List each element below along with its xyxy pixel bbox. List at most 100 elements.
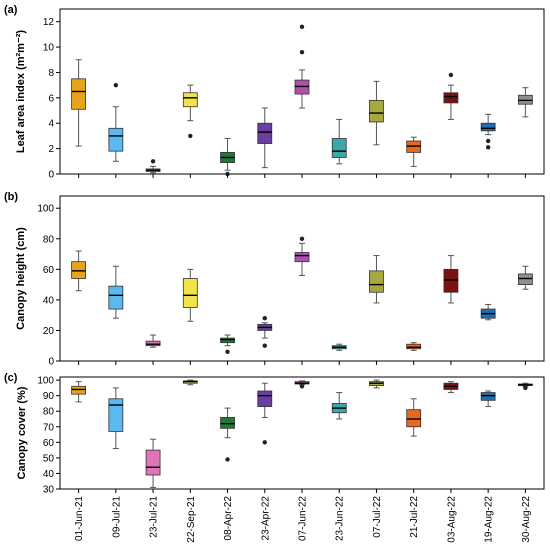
box-iqr xyxy=(71,261,87,279)
box-03-Aug-22 xyxy=(443,72,459,120)
box-23-Apr-22 xyxy=(257,382,273,445)
box-08-Apr-22 xyxy=(220,407,235,462)
x-tick-label: 03-Aug-22 xyxy=(446,496,457,543)
x-tick-label: 23-Jul-21 xyxy=(149,496,160,538)
y-tick-label: 50 xyxy=(43,453,55,464)
y-tick-label: 0 xyxy=(48,170,54,181)
box-23-Jul-21 xyxy=(145,159,161,174)
box-03-Aug-22 xyxy=(443,255,459,304)
box-21-Jul-22 xyxy=(406,342,422,351)
y-tick-label: 12 xyxy=(43,17,55,28)
box-01-Jun-21 xyxy=(71,381,87,403)
box-22-Sep-21 xyxy=(182,84,198,139)
y-tick-label: 60 xyxy=(43,265,55,276)
box-iqr xyxy=(257,390,273,407)
box-iqr xyxy=(294,252,310,263)
outlier-point xyxy=(262,343,267,348)
box-01-Jun-21 xyxy=(71,59,87,147)
panel-frame xyxy=(59,195,545,362)
outlier-point xyxy=(299,24,305,29)
box-iqr xyxy=(145,449,161,476)
box-iqr xyxy=(480,122,496,132)
y-tick-label: 80 xyxy=(43,407,55,418)
x-tick-label: 30-Aug-22 xyxy=(521,496,532,543)
y-axis-label: Leaf area index (m²m⁻²) xyxy=(15,30,27,154)
outlier-point xyxy=(485,138,491,144)
box-iqr xyxy=(182,92,198,108)
box-iqr xyxy=(480,392,496,401)
x-tick-label: 09-Jul-21 xyxy=(111,496,122,538)
y-tick-label: 40 xyxy=(43,469,55,480)
y-tick-label: 70 xyxy=(43,422,55,433)
box-19-Aug-22 xyxy=(480,113,496,150)
outlier-point xyxy=(299,384,305,389)
y-tick-label: 2 xyxy=(48,144,54,155)
box-iqr xyxy=(108,285,124,310)
box-iqr xyxy=(257,122,273,144)
box-03-Aug-22 xyxy=(443,381,459,394)
y-tick-label: 30 xyxy=(43,485,55,496)
panel-label: (b) xyxy=(4,191,18,203)
x-tick-label: 07-Jul-22 xyxy=(372,496,383,538)
y-tick-label: 20 xyxy=(43,326,55,337)
panel-1: (a) 0 2 4 6 8 10 12 Leaf area index (m²m⁻²) xyxy=(4,4,545,181)
box-09-Jul-21 xyxy=(108,82,124,162)
box-iqr xyxy=(71,385,87,395)
x-tick-label: 22-Sep-21 xyxy=(186,496,197,543)
x-tick-label: 07-Jun-22 xyxy=(298,496,309,541)
outlier-point xyxy=(262,440,267,445)
box-30-Aug-22 xyxy=(517,382,533,391)
outlier-point xyxy=(188,133,193,139)
box-23-Apr-22 xyxy=(257,107,273,169)
box-01-Jun-21 xyxy=(71,250,87,292)
x-tick-label: 21-Jul-22 xyxy=(409,496,420,538)
y-axis-label: Canopy height (cm) xyxy=(15,227,27,330)
outlier-point xyxy=(150,159,156,164)
box-07-Jul-22 xyxy=(369,255,384,304)
box-09-Jul-21 xyxy=(108,265,124,319)
box-iqr xyxy=(406,343,422,350)
y-tick-label: 90 xyxy=(43,391,55,402)
x-tick-label: 23-Jun-22 xyxy=(335,496,346,541)
box-07-Jun-22 xyxy=(294,24,310,109)
panel-frame xyxy=(59,376,545,490)
y-tick-label: 80 xyxy=(43,234,55,245)
y-tick-label: 60 xyxy=(43,438,55,449)
outlier-point xyxy=(113,82,119,88)
box-23-Jul-21 xyxy=(145,438,161,488)
y-tick-label: 0 xyxy=(48,357,54,368)
y-tick-label: 100 xyxy=(37,204,54,215)
box-iqr xyxy=(220,417,235,429)
y-tick-label: 4 xyxy=(48,119,54,130)
box-iqr xyxy=(517,273,533,286)
box-23-Jun-22 xyxy=(331,392,347,420)
y-tick-label: 100 xyxy=(37,376,54,387)
outlier-point xyxy=(225,457,230,462)
box-iqr xyxy=(406,409,422,428)
y-tick-label: 8 xyxy=(48,68,54,79)
outlier-point xyxy=(299,236,305,241)
box-iqr xyxy=(331,138,347,158)
x-axis-labels: 01-Jun-21 09-Jul-21 23-Jul-21 22-Sep-21 08-A… xyxy=(74,496,532,543)
x-tick-label: 08-Apr-22 xyxy=(223,496,234,541)
box-30-Aug-22 xyxy=(517,87,533,118)
outlier-point xyxy=(448,72,454,78)
box-iqr xyxy=(108,127,124,152)
box-07-Jul-22 xyxy=(369,80,384,146)
box-iqr xyxy=(369,99,384,123)
outlier-point xyxy=(523,385,528,391)
box-19-Aug-22 xyxy=(480,303,496,321)
panel-2: (b) 0 20 40 60 80 100 Canopy height (cm) xyxy=(4,191,545,368)
box-23-Jun-22 xyxy=(331,118,347,165)
y-tick-label: 10 xyxy=(43,43,55,54)
box-iqr xyxy=(145,340,161,347)
box-iqr xyxy=(108,398,124,432)
box-19-Aug-22 xyxy=(480,390,496,408)
box-07-Jun-22 xyxy=(294,380,310,389)
box-07-Jul-22 xyxy=(369,379,384,389)
y-tick-label: 6 xyxy=(48,93,54,104)
panel-3: (c) 30 40 50 60 70 80 90 100 Canopy cover (%) xyxy=(4,372,545,496)
box-23-Jun-22 xyxy=(331,343,347,351)
box-07-Jun-22 xyxy=(294,236,310,276)
